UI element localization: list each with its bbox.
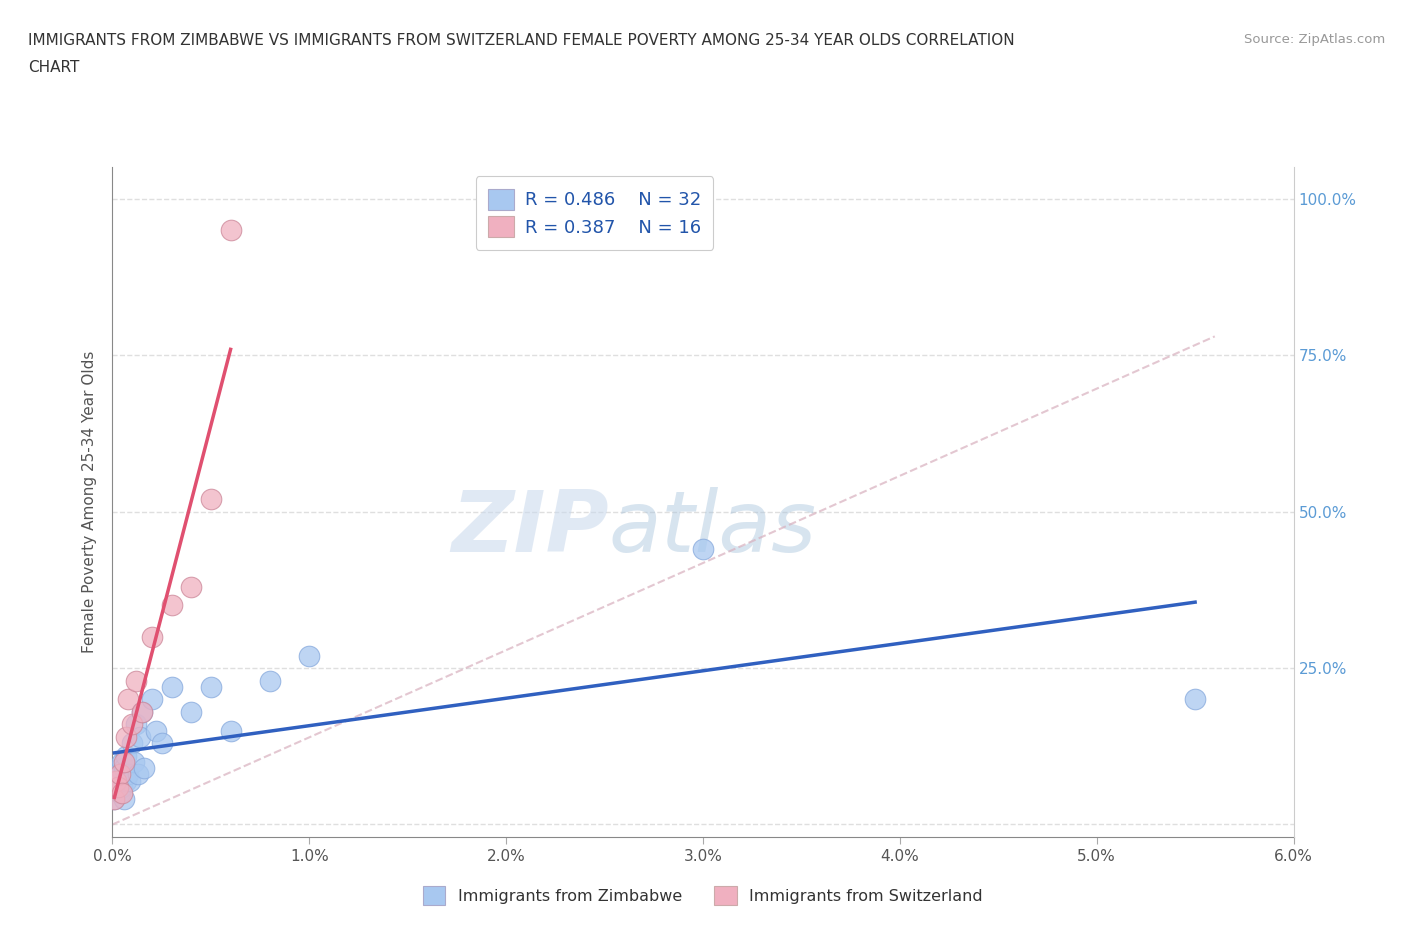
Point [122, 754, 145, 769]
Point [129, 729, 152, 744]
Point [200, 680, 222, 695]
Point [121, 717, 143, 732]
Point [127, 767, 149, 782]
Point [219, 222, 242, 237]
Point [111, 786, 134, 801]
Point [117, 767, 139, 782]
Point [125, 717, 148, 732]
Point [110, 786, 132, 801]
Text: atlas: atlas [609, 487, 817, 570]
Point [115, 729, 138, 744]
Text: ZIP: ZIP [451, 487, 609, 570]
Y-axis label: Female Poverty Among 25-34 Year Olds: Female Poverty Among 25-34 Year Olds [82, 351, 97, 654]
Text: Source: ZipAtlas.com: Source: ZipAtlas.com [1244, 33, 1385, 46]
Point [219, 724, 242, 738]
Point [141, 630, 163, 644]
Point [112, 792, 135, 807]
Point [115, 773, 138, 788]
Point [200, 492, 222, 507]
Point [692, 541, 714, 556]
Point [105, 779, 128, 794]
Point [107, 767, 129, 782]
Point [150, 736, 173, 751]
Point [110, 761, 132, 776]
Point [298, 648, 321, 663]
Point [117, 692, 139, 707]
Text: CHART: CHART [28, 60, 80, 75]
Point [131, 704, 153, 719]
Point [107, 773, 129, 788]
Point [120, 773, 142, 788]
Legend: Immigrants from Zimbabwe, Immigrants from Switzerland: Immigrants from Zimbabwe, Immigrants fro… [415, 878, 991, 912]
Point [121, 736, 143, 751]
Point [115, 749, 138, 764]
Point [112, 754, 135, 769]
Point [145, 724, 167, 738]
Point [107, 779, 129, 794]
Point [111, 754, 134, 769]
Point [111, 779, 134, 794]
Point [259, 673, 281, 688]
Point [160, 680, 183, 695]
Point [131, 704, 153, 719]
Point [105, 773, 128, 788]
Point [125, 673, 148, 688]
Legend: R = 0.486    N = 32, R = 0.387    N = 16: R = 0.486 N = 32, R = 0.387 N = 16 [475, 177, 713, 250]
Point [180, 579, 202, 594]
Point [110, 767, 132, 782]
Point [112, 761, 135, 776]
Point [1184, 692, 1206, 707]
Point [103, 792, 125, 807]
Text: IMMIGRANTS FROM ZIMBABWE VS IMMIGRANTS FROM SWITZERLAND FEMALE POVERTY AMONG 25-: IMMIGRANTS FROM ZIMBABWE VS IMMIGRANTS F… [28, 33, 1015, 47]
Point [160, 598, 183, 613]
Point [180, 704, 202, 719]
Point [132, 761, 155, 776]
Point [103, 792, 125, 807]
Point [141, 692, 163, 707]
